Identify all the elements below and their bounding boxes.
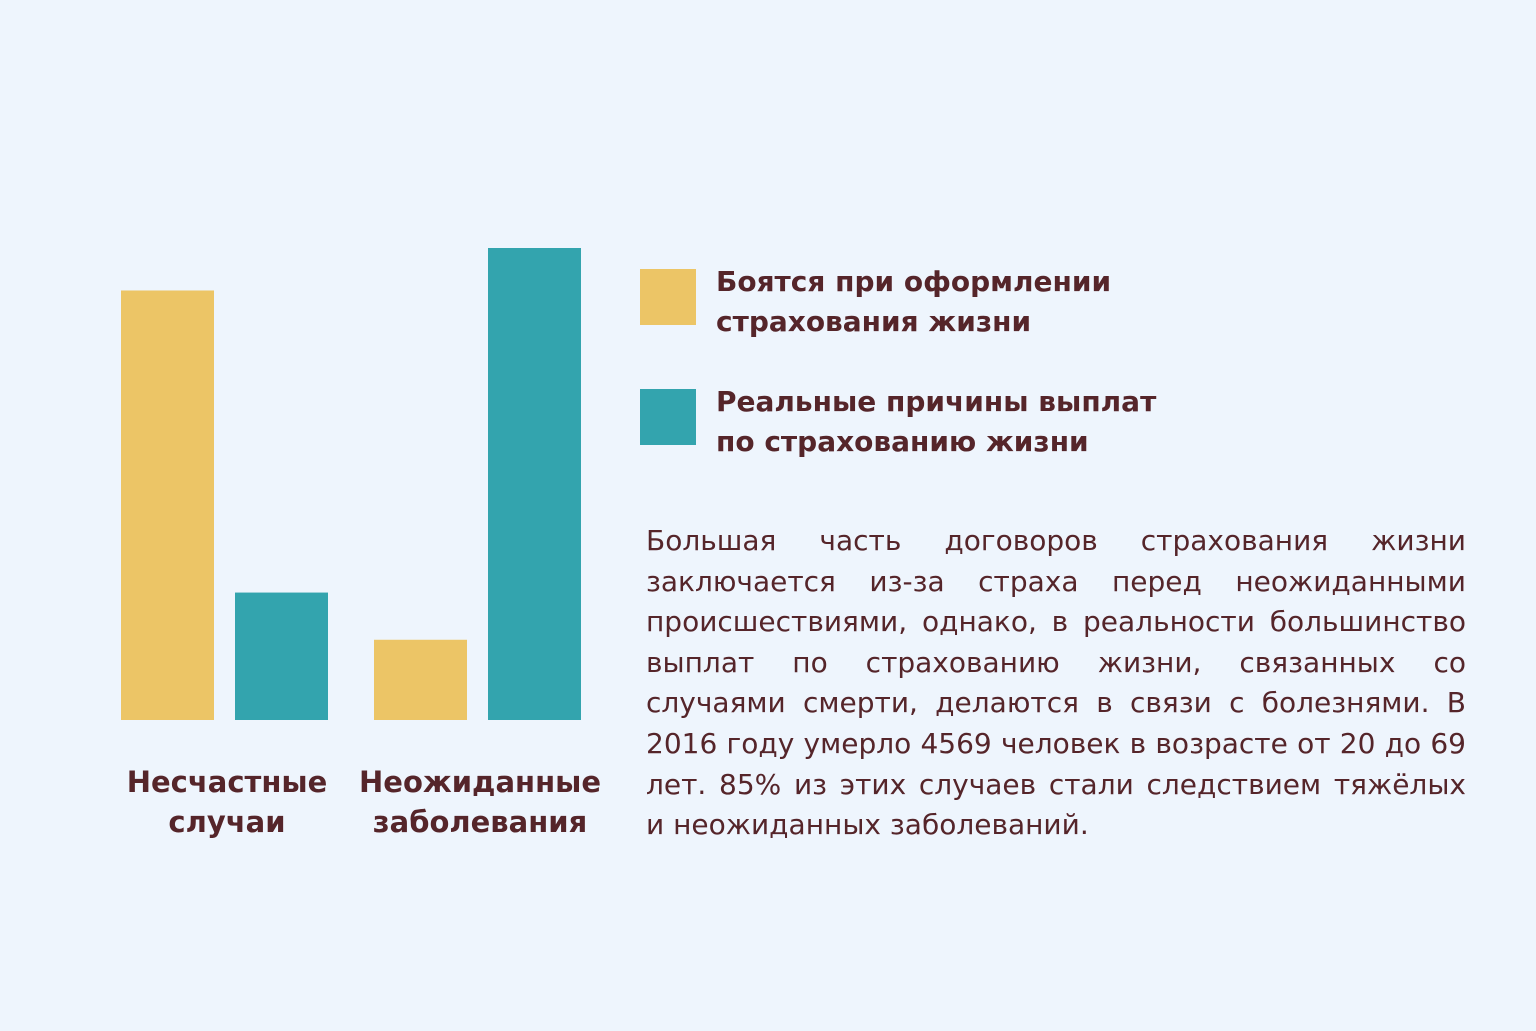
bars-group <box>121 248 581 720</box>
legend-item-fear: Боятся при оформлении страхования жизни <box>640 262 1200 338</box>
description-text: Большая часть договоров страхования жизн… <box>646 524 1466 842</box>
legend-item-real: Реальные причины выплат по страхованию ж… <box>640 382 1200 458</box>
bar-accidents-real <box>235 592 328 720</box>
category-label-illnesses: Неожиданные заболевания <box>359 765 601 839</box>
bar-chart: Несчастные случаи Неожиданные заболевания <box>121 248 601 839</box>
category-labels-group: Несчастные случаи Неожиданные заболевания <box>127 765 601 839</box>
legend-label-real: Реальные причины выплат по страхованию ж… <box>716 385 1157 458</box>
category-label-accidents: Несчастные случаи <box>127 765 328 839</box>
bar-illnesses-real <box>488 248 581 720</box>
legend-swatch-real <box>640 389 696 445</box>
legend-swatch-fear <box>640 269 696 325</box>
bar-illnesses-fear <box>374 639 467 720</box>
legend-label-fear: Боятся при оформлении страхования жизни <box>716 265 1112 338</box>
bar-accidents-fear <box>121 290 214 720</box>
legend: Боятся при оформлении страхования жизни … <box>640 262 1200 502</box>
